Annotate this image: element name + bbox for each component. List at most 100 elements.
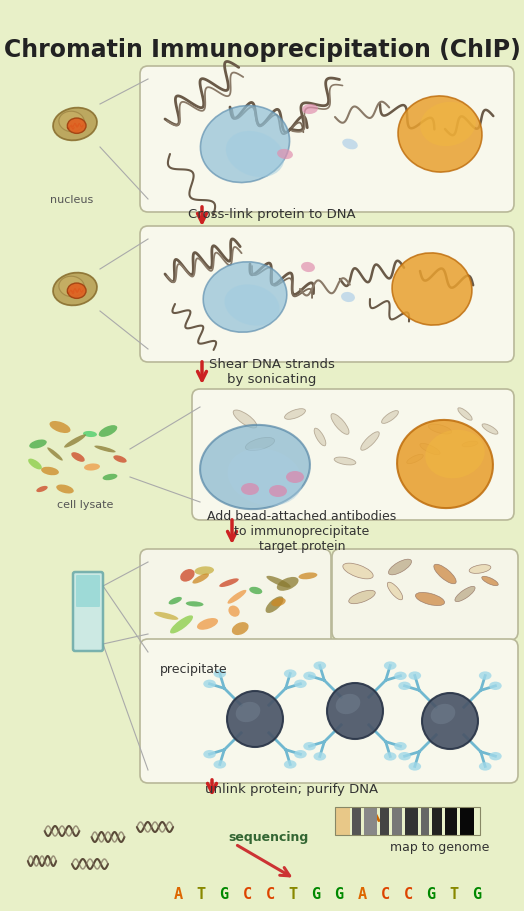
Text: G: G [334,886,344,902]
Text: G: G [311,886,321,902]
Ellipse shape [271,599,286,607]
Ellipse shape [47,448,63,461]
Ellipse shape [249,587,263,595]
Ellipse shape [416,593,444,606]
Ellipse shape [41,467,59,476]
Ellipse shape [384,661,397,670]
FancyBboxPatch shape [140,67,514,213]
Ellipse shape [203,262,287,333]
Ellipse shape [169,598,182,605]
Ellipse shape [219,578,239,588]
FancyBboxPatch shape [200,397,506,512]
Ellipse shape [343,564,373,579]
Text: G: G [220,886,228,902]
Text: nucleus: nucleus [50,195,94,205]
Ellipse shape [194,567,214,576]
Ellipse shape [228,606,239,617]
Ellipse shape [68,119,86,134]
Ellipse shape [398,681,411,691]
FancyBboxPatch shape [140,227,514,363]
Ellipse shape [420,444,440,456]
Ellipse shape [479,671,492,680]
Ellipse shape [84,464,100,471]
Ellipse shape [201,107,290,183]
Text: precipitate: precipitate [160,662,227,675]
Bar [421,807,429,835]
Bar [335,807,480,835]
Ellipse shape [428,425,452,435]
FancyBboxPatch shape [192,390,514,520]
Ellipse shape [53,273,97,306]
Ellipse shape [425,430,485,479]
Ellipse shape [284,670,297,678]
Ellipse shape [327,683,383,739]
Ellipse shape [180,569,194,582]
Ellipse shape [302,105,318,115]
Ellipse shape [303,672,316,681]
Text: C: C [243,886,252,902]
Ellipse shape [227,449,302,507]
FancyBboxPatch shape [148,648,510,775]
Ellipse shape [294,750,307,759]
Ellipse shape [388,559,411,575]
Ellipse shape [170,616,193,634]
Ellipse shape [384,752,397,761]
Ellipse shape [203,680,216,688]
FancyBboxPatch shape [340,558,510,632]
Ellipse shape [277,578,299,591]
Ellipse shape [434,565,456,584]
Text: C: C [380,886,389,902]
Ellipse shape [299,573,318,579]
FancyBboxPatch shape [140,549,331,648]
Ellipse shape [241,484,259,496]
Ellipse shape [266,597,283,613]
Ellipse shape [68,283,86,299]
Ellipse shape [200,425,310,509]
Text: T: T [450,886,458,902]
Text: A: A [173,886,182,902]
Ellipse shape [407,455,423,465]
Ellipse shape [313,752,326,761]
Ellipse shape [336,694,361,714]
Ellipse shape [479,763,492,771]
Bar [391,807,402,835]
Ellipse shape [314,429,326,446]
Ellipse shape [392,253,472,326]
Ellipse shape [482,425,498,435]
Ellipse shape [224,285,279,326]
Ellipse shape [482,577,498,586]
Ellipse shape [462,442,478,447]
Ellipse shape [284,761,297,769]
Ellipse shape [286,472,304,484]
Text: Add bead-attached antibodies
to immunoprecipitate
target protein: Add bead-attached antibodies to immunopr… [208,510,397,553]
Ellipse shape [186,601,203,607]
Text: cell lysate: cell lysate [57,499,113,509]
Ellipse shape [56,485,74,494]
Ellipse shape [331,415,349,435]
Ellipse shape [294,680,307,688]
FancyBboxPatch shape [140,640,518,783]
Ellipse shape [203,750,216,759]
Ellipse shape [266,576,291,588]
Bar [432,807,442,835]
Text: C: C [266,886,275,902]
Ellipse shape [342,139,358,150]
Ellipse shape [94,446,116,453]
Bar [445,807,457,835]
Ellipse shape [103,475,117,481]
Ellipse shape [381,411,398,424]
Bar [460,807,474,835]
Ellipse shape [99,425,117,437]
Ellipse shape [431,704,455,724]
Ellipse shape [113,456,127,463]
Ellipse shape [213,761,226,769]
Bar [353,807,361,835]
Text: G: G [473,886,482,902]
FancyBboxPatch shape [76,576,100,608]
Ellipse shape [236,702,260,722]
Bar [364,807,377,835]
Ellipse shape [277,149,293,160]
Ellipse shape [59,277,84,297]
Ellipse shape [59,112,84,132]
Ellipse shape [154,612,178,620]
